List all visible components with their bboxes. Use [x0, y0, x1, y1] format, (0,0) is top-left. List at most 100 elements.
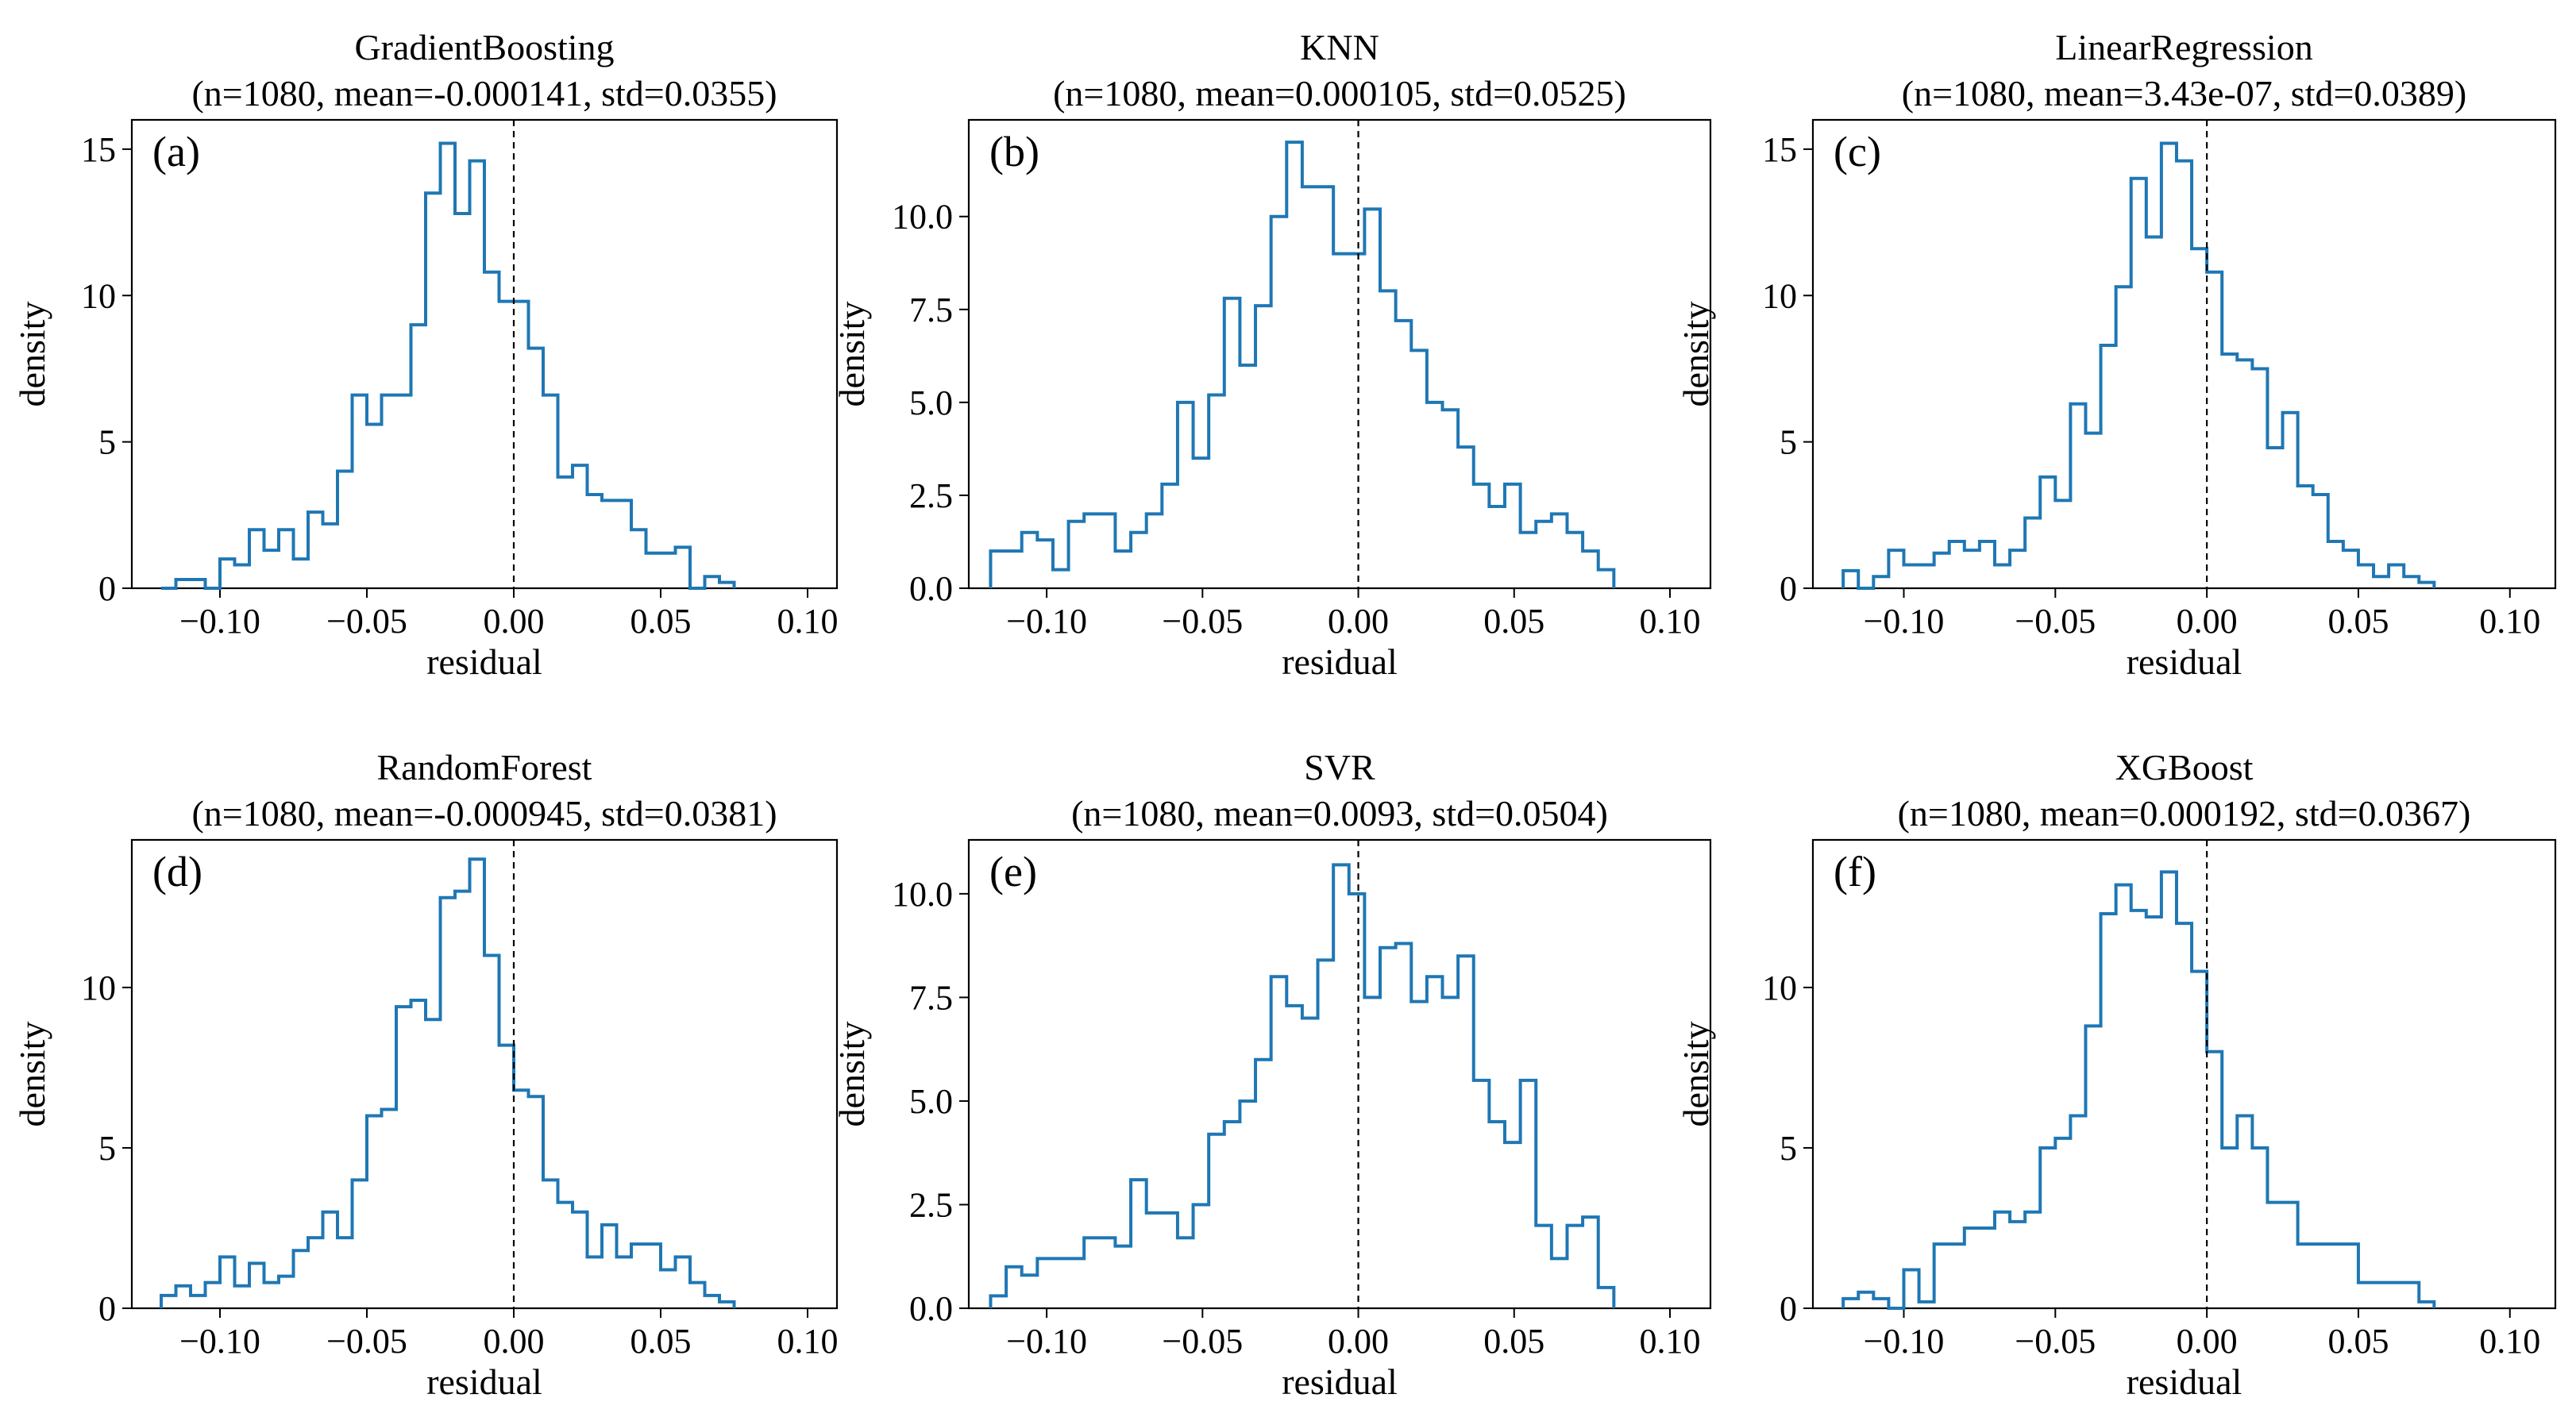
y-tick-label: 0	[1780, 569, 1797, 608]
x-tick-label: −0.10	[1006, 602, 1087, 641]
histogram-bin	[1286, 142, 1302, 588]
x-tick-label: −0.05	[2015, 602, 2096, 641]
histogram-bin	[1224, 1122, 1240, 1308]
histogram-bin	[1364, 209, 1380, 588]
histogram-bin	[2161, 872, 2177, 1308]
y-tick-label: 7.5	[909, 291, 953, 329]
histogram-bin	[1396, 321, 1412, 588]
histogram-bin	[2131, 179, 2146, 588]
histogram-bin	[2237, 1116, 2252, 1308]
histogram-bin	[2085, 1026, 2100, 1308]
histogram-bin	[514, 302, 529, 588]
histogram-bin	[646, 553, 661, 588]
histogram-bin	[2298, 486, 2313, 588]
histogram-bin	[220, 1257, 235, 1308]
y-tick-label: 5	[1780, 1129, 1797, 1168]
y-tick-label: 0	[98, 1289, 116, 1328]
histogram-bin	[264, 1283, 280, 1308]
y-axis-label: density	[1676, 1022, 1716, 1127]
histogram-bin	[1053, 1258, 1069, 1308]
histogram-bin	[1380, 948, 1396, 1308]
histogram-step-series	[1841, 870, 2436, 1310]
histogram-bin	[2116, 885, 2131, 1308]
histogram-bin	[323, 1212, 338, 1308]
x-axis-label: residual	[1282, 641, 1398, 682]
histogram-bin	[631, 530, 646, 588]
histogram-bin	[191, 1296, 206, 1308]
histogram-bin	[2070, 404, 2085, 588]
histogram-bin	[441, 144, 456, 589]
x-tick-label: 0.05	[631, 602, 692, 641]
y-tick-label: 7.5	[909, 978, 953, 1017]
chart-subtitle: (n=1080, mean=-0.000141, std=0.0355)	[191, 73, 777, 114]
x-tick-label: 0.00	[484, 602, 545, 641]
histogram-bin	[382, 395, 397, 588]
x-tick-label: −0.10	[179, 602, 260, 641]
y-tick-label: 10.0	[892, 875, 953, 914]
axes-frame	[130, 118, 839, 590]
histogram-bin	[235, 1286, 250, 1308]
histogram-bin	[1474, 1080, 1490, 1308]
x-tick-label: 0.00	[1328, 1322, 1389, 1361]
histogram-bin	[2374, 576, 2389, 588]
x-tick-label: 0.00	[484, 1322, 545, 1361]
chart-title: LinearRegression	[2055, 27, 2312, 67]
histogram-bin	[1069, 1258, 1085, 1308]
histogram-bin	[2313, 1244, 2328, 1308]
histogram-bin	[2267, 448, 2282, 588]
histogram-bin	[1980, 1228, 1995, 1308]
x-tick-label: 0.00	[2177, 1322, 2238, 1361]
histogram-bin	[705, 1296, 720, 1308]
histogram-bin	[1980, 541, 1995, 588]
histogram-bin	[353, 1180, 368, 1308]
histogram-bin	[1349, 254, 1365, 588]
histogram-bin	[308, 1238, 323, 1308]
histogram-bin	[1286, 1006, 1302, 1308]
histogram-bin	[1178, 1238, 1194, 1308]
x-tick-label: −0.05	[326, 602, 407, 641]
histogram-bin	[2055, 500, 2070, 588]
histogram-bin	[1037, 1258, 1053, 1308]
histogram-bin	[705, 576, 720, 588]
histogram-bin	[1934, 553, 1949, 588]
histogram-panel-b: KNN (n=1080, mean=0.000105, std=0.0525) −0…	[831, 27, 1712, 682]
histogram-bin	[1178, 402, 1194, 588]
histogram-bin	[2328, 541, 2343, 588]
chart-subtitle: (n=1080, mean=0.000105, std=0.0525)	[1053, 73, 1626, 114]
y-tick-label: 0.0	[909, 569, 953, 608]
x-tick-label: 0.00	[2177, 602, 2238, 641]
histogram-bin	[1458, 956, 1474, 1308]
histogram-bin	[602, 500, 617, 588]
histogram-bin	[2177, 161, 2192, 588]
histogram-bin	[558, 1203, 573, 1308]
histogram-bin	[1598, 570, 1614, 588]
histogram-bin	[1903, 1270, 1919, 1308]
histogram-bin	[2389, 1283, 2404, 1308]
x-axis-label: residual	[426, 1361, 542, 1402]
x-tick-label: 0.10	[1639, 602, 1700, 641]
histogram-panel-f: XGBoost (n=1080, mean=0.000192, std=0.036…	[1676, 747, 2557, 1402]
histogram-bin	[2252, 1148, 2267, 1308]
histogram-bin	[2192, 972, 2207, 1308]
histogram-bin	[1209, 1134, 1224, 1308]
histogram-bin	[2025, 1212, 2040, 1308]
histogram-bin	[2283, 413, 2298, 588]
axes-frame	[130, 838, 839, 1310]
y-tick-label: 5.0	[909, 1082, 953, 1121]
histogram-bin	[161, 1296, 176, 1308]
histogram-step-series	[161, 141, 736, 590]
histogram-bin	[1396, 944, 1412, 1308]
histogram-bin	[2192, 248, 2207, 588]
histogram-bin	[2146, 917, 2161, 1308]
histogram-bin	[294, 559, 309, 588]
histogram-bin	[2207, 272, 2222, 588]
histogram-bin	[294, 1250, 309, 1308]
histogram-bin	[2070, 1116, 2085, 1308]
histogram-bin	[455, 214, 470, 588]
histogram-bin	[1583, 551, 1598, 588]
histogram-bin	[2358, 1283, 2374, 1308]
y-tick-label: 10	[1762, 969, 1797, 1007]
histogram-bin	[2313, 495, 2328, 588]
y-tick-label: 10.0	[892, 198, 953, 237]
